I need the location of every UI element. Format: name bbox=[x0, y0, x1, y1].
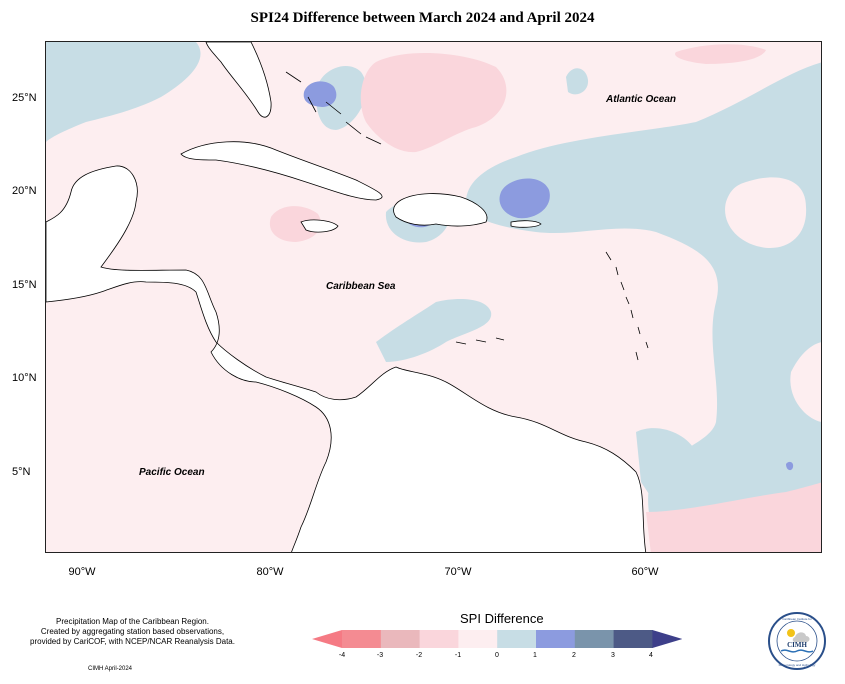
legend-swatch-7 bbox=[613, 630, 653, 648]
east-atlantic-blue-region bbox=[466, 62, 821, 552]
logo-ring-bottom: Meteorology and Hydrology bbox=[779, 663, 816, 667]
lat-label-25n: 25°N bbox=[12, 92, 37, 104]
lon-label-90w: 90°W bbox=[68, 566, 96, 578]
lat-label-10n: 10°N bbox=[12, 372, 37, 384]
bahamas-strong-blue bbox=[303, 81, 337, 107]
cuba-land bbox=[180, 141, 383, 201]
legend-tick-neg4: -4 bbox=[338, 652, 346, 659]
hispaniola-land bbox=[393, 193, 488, 227]
logo-ring-top: Caribbean Institute for bbox=[782, 617, 812, 621]
logo-text: CIMH bbox=[787, 641, 807, 649]
legend-swatch-6 bbox=[574, 630, 615, 648]
map-canvas bbox=[46, 42, 821, 552]
legend-swatches bbox=[312, 630, 682, 648]
legend-swatch-5 bbox=[536, 630, 576, 648]
map-caption: Precipitation Map of the Caribbean Regio… bbox=[0, 617, 265, 647]
legend-tick-1: 1 bbox=[533, 652, 537, 659]
northeast-pink-region bbox=[675, 44, 766, 64]
atlantic-pink-region bbox=[360, 52, 507, 153]
legend-swatch-2 bbox=[419, 630, 459, 648]
legend-title: SPI Difference bbox=[460, 611, 544, 626]
legend-tick-0: 0 bbox=[495, 652, 499, 659]
lat-label-20n: 20°N bbox=[12, 185, 37, 197]
legend-arrow-low bbox=[312, 630, 342, 648]
map-title: SPI24 Difference between March 2024 and … bbox=[250, 10, 595, 26]
lesser-antilles bbox=[605, 251, 649, 361]
south-america-pink-region bbox=[646, 482, 821, 552]
jamaica-pink-region bbox=[269, 206, 321, 242]
lat-label-5n: 5°N bbox=[12, 466, 31, 478]
caption-line-1: Precipitation Map of the Caribbean Regio… bbox=[56, 617, 209, 626]
puerto-rico-strong-blue bbox=[499, 178, 550, 219]
legend-tick-4: 4 bbox=[649, 652, 653, 659]
northwest-blue-region bbox=[46, 42, 201, 142]
legend-tick-2: 2 bbox=[572, 652, 576, 659]
legend-swatch-4 bbox=[497, 630, 537, 648]
spi-difference-map bbox=[45, 41, 822, 553]
legend-tick-3: 3 bbox=[611, 652, 615, 659]
jamaica-land bbox=[300, 219, 339, 233]
legend-swatch-0 bbox=[342, 630, 382, 648]
legend-tick-neg1: -1 bbox=[454, 652, 462, 659]
cimh-logo: CIMH Caribbean Institute for Meteorology… bbox=[768, 612, 826, 670]
sun-icon bbox=[787, 629, 795, 637]
color-scale-bar bbox=[312, 630, 682, 648]
lon-label-70w: 70°W bbox=[444, 566, 472, 578]
bahamas-islands bbox=[285, 71, 382, 145]
lat-label-15n: 15°N bbox=[12, 279, 37, 291]
caribbean-sea-label: Caribbean Sea bbox=[326, 281, 396, 292]
legend-tick-neg2: -2 bbox=[415, 652, 423, 659]
cloud-icon bbox=[792, 632, 810, 642]
guiana-small-blue bbox=[786, 461, 794, 471]
florida-land bbox=[205, 42, 272, 118]
legend-arrow-high bbox=[652, 630, 682, 648]
lon-label-60w: 60°W bbox=[631, 566, 659, 578]
credit-text: CIMH April-2024 bbox=[88, 666, 133, 672]
atlantic-ocean-label: Atlantic Ocean bbox=[606, 94, 677, 105]
caption-line-3: provided by CariCOF, with NCEP/NCAR Rean… bbox=[30, 637, 235, 646]
abc-islands bbox=[455, 337, 505, 345]
island-chains bbox=[285, 71, 649, 361]
small-atlantic-blue bbox=[566, 68, 589, 95]
caption-line-2: Created by aggregating station based obs… bbox=[40, 627, 225, 636]
east-pink-patch bbox=[790, 342, 821, 422]
land-masses bbox=[46, 42, 647, 552]
yucatan-central-america-land bbox=[46, 165, 647, 552]
bahamas-blue-region bbox=[315, 66, 367, 130]
legend-swatch-1 bbox=[380, 630, 421, 648]
waves-icon bbox=[780, 649, 814, 653]
pacific-ocean-label: Pacific Ocean bbox=[139, 467, 205, 478]
legend-tick-neg3: -3 bbox=[376, 652, 384, 659]
legend-swatch-3 bbox=[458, 630, 498, 648]
puerto-rico-land bbox=[510, 220, 542, 228]
southern-caribbean-blue bbox=[376, 299, 492, 362]
guiana-blue-region bbox=[636, 428, 696, 497]
mid-atlantic-pink-patch bbox=[725, 177, 807, 248]
lon-label-80w: 80°W bbox=[256, 566, 284, 578]
